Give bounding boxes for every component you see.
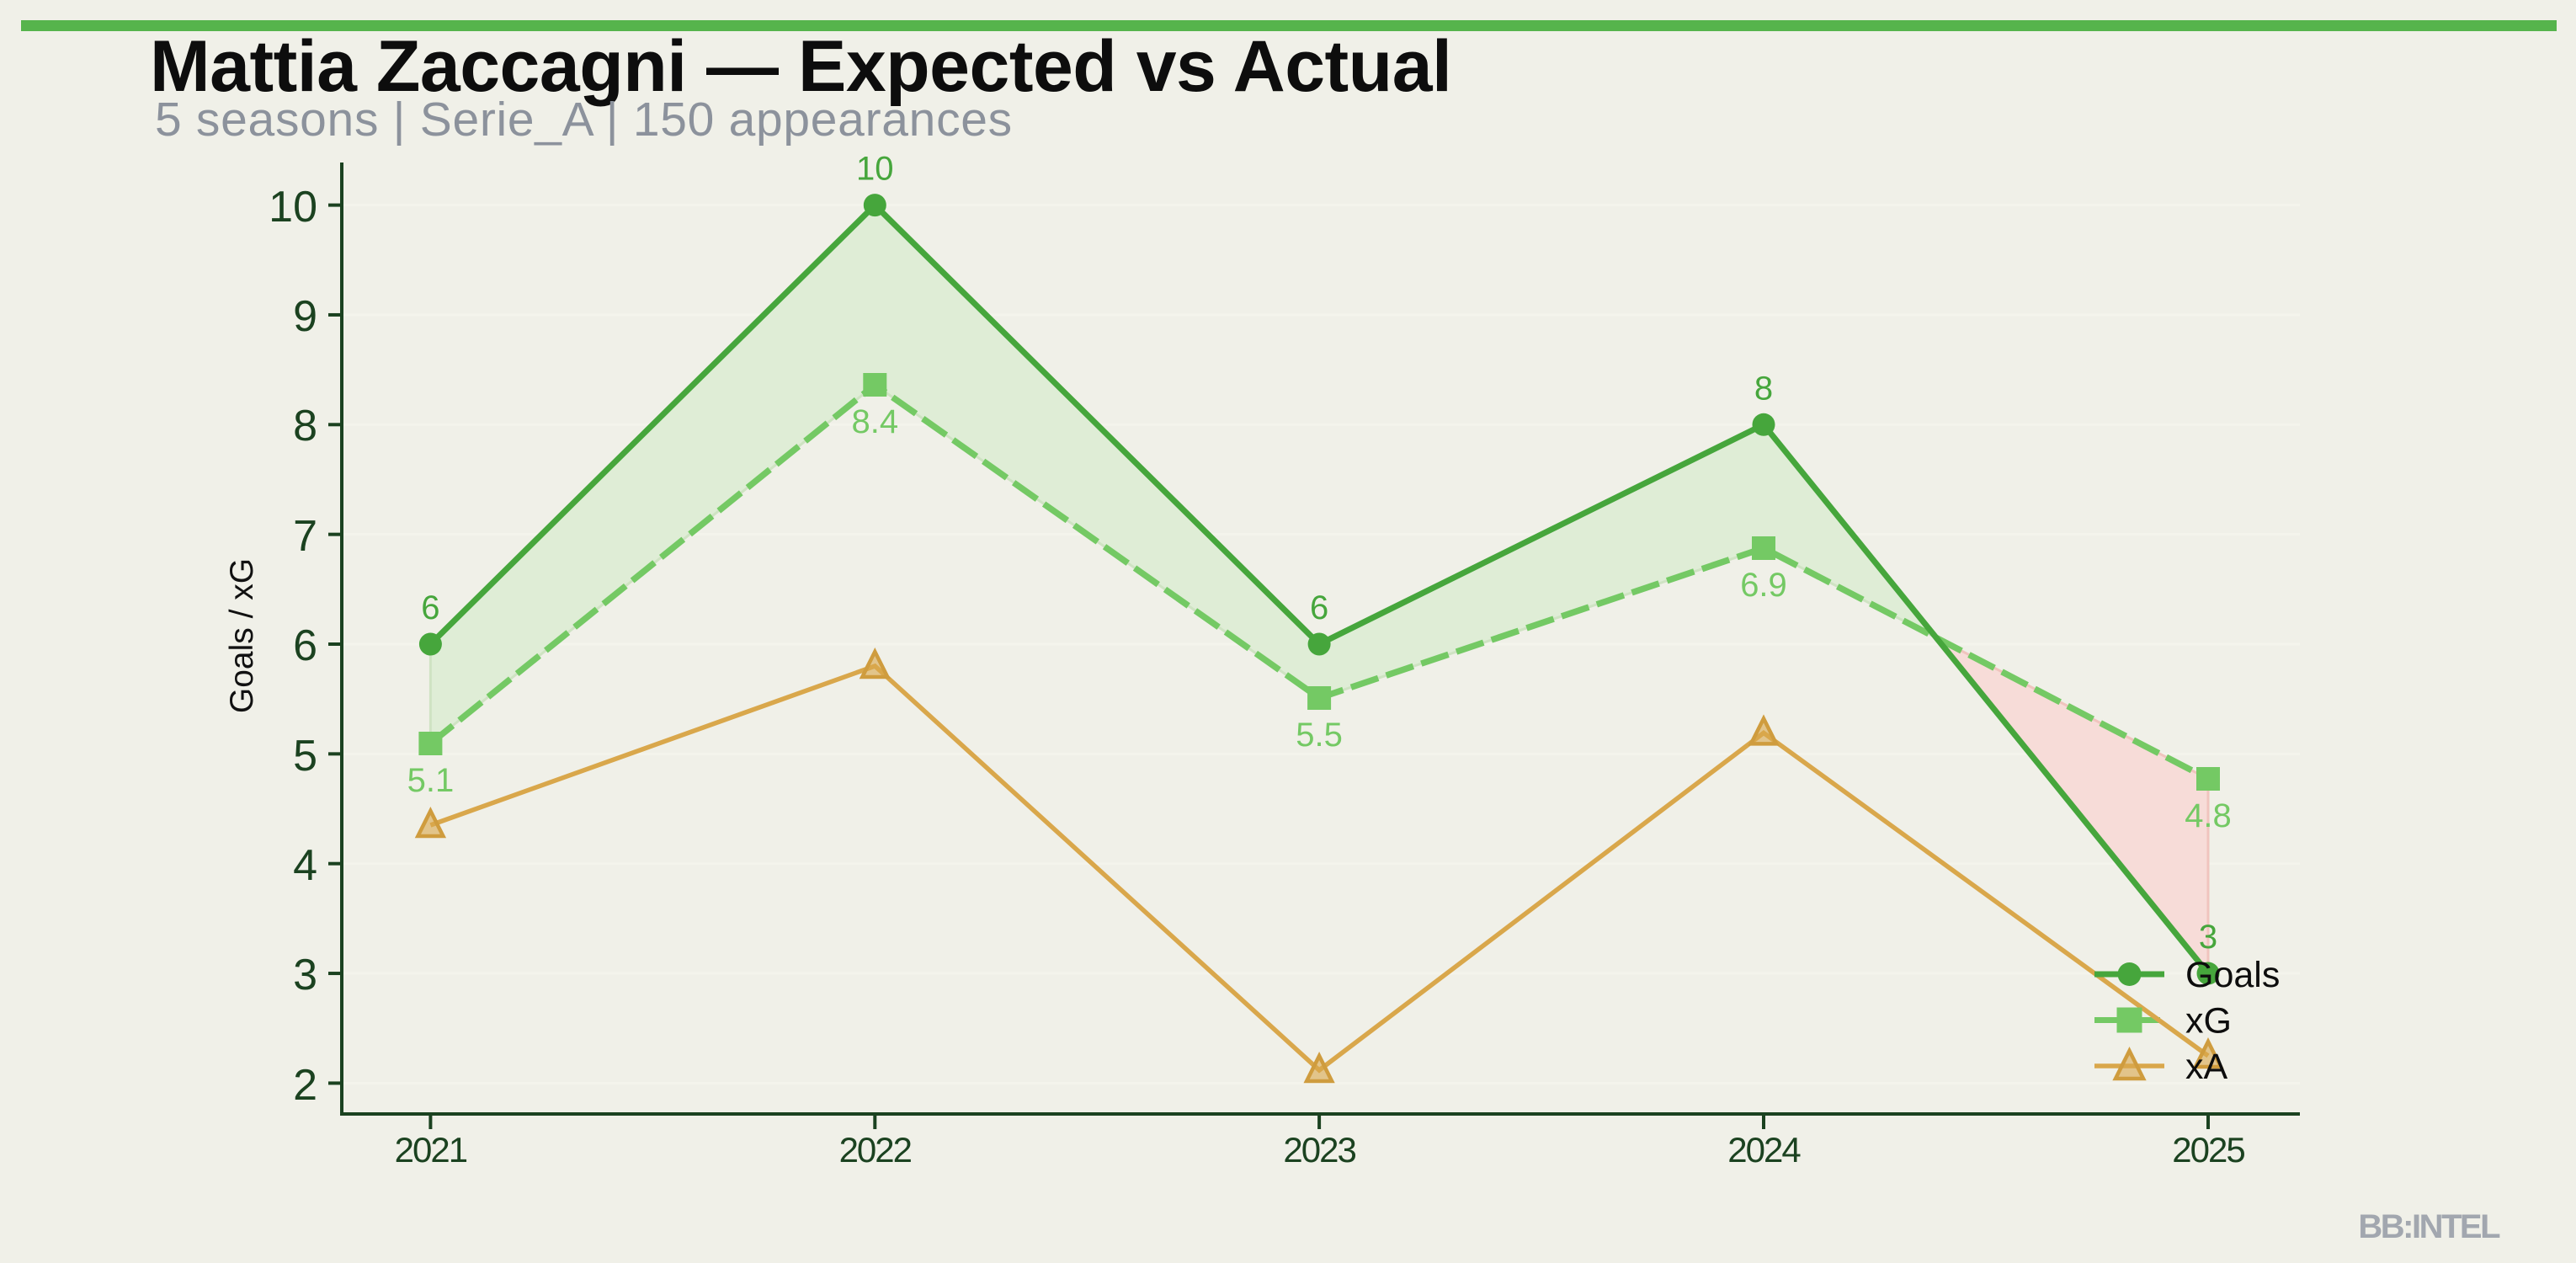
svg-text:6: 6 (1310, 589, 1328, 626)
svg-text:4.8: 4.8 (2185, 797, 2232, 834)
svg-text:xG: xG (2185, 1001, 2232, 1042)
svg-text:2021: 2021 (395, 1130, 467, 1170)
svg-text:5.1: 5.1 (407, 762, 455, 799)
svg-text:8: 8 (1754, 370, 1773, 407)
svg-text:5: 5 (293, 732, 317, 781)
svg-text:5 seasons | Serie_A | 150 appe: 5 seasons | Serie_A | 150 appearances (155, 93, 1013, 147)
svg-text:2: 2 (293, 1061, 317, 1110)
svg-text:Goals: Goals (2185, 955, 2280, 995)
svg-text:2025: 2025 (2172, 1130, 2244, 1170)
svg-text:2023: 2023 (1283, 1130, 1355, 1170)
svg-text:6: 6 (293, 621, 317, 670)
svg-text:9: 9 (293, 292, 317, 341)
svg-text:Goals / xG: Goals / xG (224, 558, 260, 713)
svg-text:3: 3 (2199, 919, 2217, 956)
svg-text:10: 10 (856, 151, 894, 188)
svg-text:8: 8 (293, 402, 317, 450)
svg-text:4: 4 (293, 841, 317, 890)
svg-text:2024: 2024 (1727, 1130, 1801, 1170)
svg-text:6: 6 (421, 589, 439, 626)
svg-text:3: 3 (293, 951, 317, 999)
svg-text:5.5: 5.5 (1296, 717, 1343, 754)
svg-text:6.9: 6.9 (1740, 567, 1787, 604)
svg-text:10: 10 (269, 183, 317, 232)
svg-text:8.4: 8.4 (851, 403, 898, 440)
svg-text:Mattia Zaccagni — Expected vs: Mattia Zaccagni — Expected vs Actual (150, 26, 1451, 107)
svg-text:2022: 2022 (839, 1130, 912, 1170)
svg-text:7: 7 (293, 512, 317, 561)
svg-text:BB:INTEL: BB:INTEL (2358, 1208, 2500, 1245)
svg-text:xA: xA (2185, 1047, 2228, 1087)
